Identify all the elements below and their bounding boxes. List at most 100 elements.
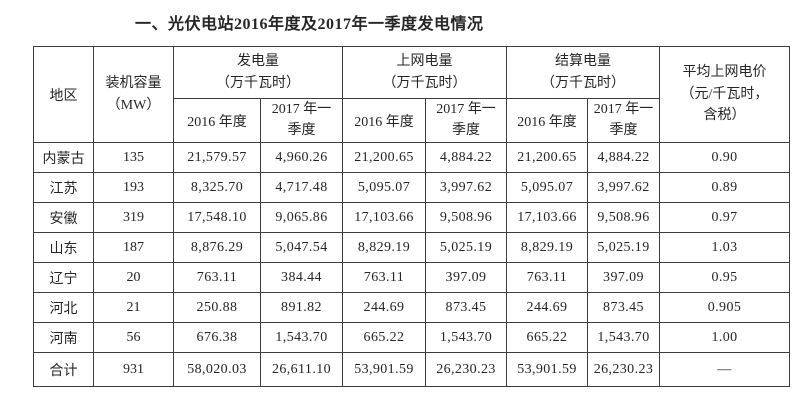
cell-price: 0.89 (659, 172, 790, 203)
settlement-unit: （万千瓦时） (541, 75, 625, 91)
cell-settle-2017: 873.45 (587, 292, 660, 323)
cell-gen-2017: 1,543.70 (260, 322, 343, 353)
cell-grid-2017: 3,997.62 (425, 172, 507, 203)
table-row: 内蒙古 135 21,579.57 4,960.26 21,200.65 4,8… (33, 142, 790, 173)
settlement-label: 结算电量 (555, 53, 611, 69)
cell-settle-2017: 4,884.22 (587, 142, 660, 173)
cell-price: 1.00 (659, 322, 790, 353)
cell-capacity: 193 (93, 172, 174, 203)
col-group-grid: 上网电量 （万千瓦时） (342, 46, 507, 99)
subcol-settlement-2017: 2017 年一季度 (587, 98, 660, 143)
cell-gen-2017: 384.44 (260, 262, 343, 293)
cell-price: 0.905 (659, 292, 790, 323)
cell-grid-2017: 4,884.22 (425, 142, 507, 173)
cell-grid-2017: 9,508.96 (425, 202, 507, 233)
cell-price: 0.90 (659, 142, 790, 173)
cell-price: 0.97 (659, 202, 790, 233)
cell-gen-2016: 17,548.10 (173, 202, 261, 233)
cell-price: 1.03 (659, 232, 790, 263)
subcol-grid-2016: 2016 年度 (342, 98, 426, 143)
cell-settle-2016: 5,095.07 (506, 172, 588, 203)
cell-grid-2016: 8,829.19 (342, 232, 426, 263)
table-row-total: 合计 931 58,020.03 26,611.10 53,901.59 26,… (33, 352, 790, 387)
grid-unit: （万千瓦时） (382, 75, 467, 91)
cell-grid-2017: 26,230.23 (425, 352, 507, 387)
cell-region: 山东 (33, 232, 94, 263)
col-header-capacity: 装机容量 （MW） (93, 46, 174, 143)
cell-gen-2017: 4,960.26 (260, 142, 343, 173)
cell-capacity: 135 (93, 142, 174, 173)
cell-grid-2016: 5,095.07 (342, 172, 426, 203)
cell-region: 安徽 (33, 202, 94, 233)
cell-settle-2017: 1,543.70 (587, 322, 660, 353)
cell-gen-2016: 21,579.57 (173, 142, 261, 173)
cell-gen-2016: 763.11 (173, 262, 261, 293)
cell-gen-2016: 8,325.70 (173, 172, 261, 203)
cell-capacity: 319 (93, 202, 174, 233)
cell-gen-2017: 9,065.86 (260, 202, 343, 233)
table-row: 江苏 193 8,325.70 4,717.48 5,095.07 3,997.… (33, 172, 790, 203)
cell-region: 内蒙古 (33, 142, 94, 173)
subcol-grid-2017: 2017 年一季度 (425, 98, 507, 143)
cell-settle-2017: 397.09 (587, 262, 660, 293)
table-row: 安徽 319 17,548.10 9,065.86 17,103.66 9,50… (33, 202, 790, 233)
col-header-region: 地区 (33, 46, 94, 143)
table-row: 山东 187 8,876.29 5,047.54 8,829.19 5,025.… (33, 232, 790, 263)
cell-grid-2017: 873.45 (425, 292, 507, 323)
price-unit-1: （元/千瓦时， (680, 86, 769, 102)
table-row: 河北 21 250.88 891.82 244.69 873.45 244.69… (33, 292, 790, 323)
cell-grid-2016: 244.69 (342, 292, 426, 323)
subcol-generation-2017: 2017 年一季度 (260, 98, 343, 143)
price-unit-2: 含税） (703, 108, 746, 124)
cell-capacity: 187 (93, 232, 174, 263)
cell-gen-2017: 5,047.54 (260, 232, 343, 263)
generation-unit: （万千瓦时） (216, 75, 300, 91)
cell-grid-2016: 17,103.66 (342, 202, 426, 233)
cell-settle-2016: 8,829.19 (506, 232, 588, 263)
cell-price: 0.95 (659, 262, 790, 293)
cell-settle-2016: 244.69 (506, 292, 588, 323)
cell-grid-2016: 763.11 (342, 262, 426, 293)
cell-settle-2017: 26,230.23 (587, 352, 660, 387)
cell-region: 江苏 (33, 172, 94, 203)
header-row-groups: 地区 装机容量 （MW） 发电量 （万千瓦时） 上网电量 （万千瓦时） 结算电量… (33, 46, 790, 143)
cell-settle-2017: 3,997.62 (587, 172, 660, 203)
cell-price: — (659, 352, 790, 387)
col-group-generation: 发电量 （万千瓦时） (173, 46, 343, 99)
header-row-periods: 2016 年度 2017 年一季度 2016 年度 2017 年一季度 2016… (34, 98, 790, 143)
cell-gen-2016: 676.38 (173, 322, 261, 353)
cell-grid-2017: 397.09 (425, 262, 507, 293)
cell-grid-2017: 5,025.19 (425, 232, 507, 263)
table-row: 辽宁 20 763.11 384.44 763.11 397.09 763.11… (33, 262, 790, 293)
capacity-label: 装机容量 (105, 75, 162, 91)
cell-settle-2016: 53,901.59 (506, 352, 588, 387)
cell-settle-2017: 9,508.96 (587, 202, 660, 233)
cell-gen-2016: 8,876.29 (173, 232, 261, 263)
cell-capacity: 56 (93, 322, 174, 353)
cell-gen-2017: 4,717.48 (260, 172, 343, 203)
cell-capacity: 931 (93, 352, 174, 387)
cell-capacity: 20 (93, 262, 174, 293)
col-group-settlement: 结算电量 （万千瓦时） (506, 46, 660, 99)
cell-region: 辽宁 (33, 262, 94, 293)
cell-settle-2016: 665.22 (506, 322, 588, 353)
cell-settle-2016: 763.11 (506, 262, 588, 293)
generation-label: 发电量 (237, 53, 279, 69)
cell-gen-2016: 58,020.03 (173, 352, 261, 387)
cell-gen-2016: 250.88 (173, 292, 261, 323)
price-label: 平均上网电价 (682, 64, 767, 80)
solar-generation-table: 地区 装机容量 （MW） 发电量 （万千瓦时） 上网电量 （万千瓦时） 结算电量… (33, 46, 790, 387)
cell-settle-2016: 17,103.66 (506, 202, 588, 233)
cell-grid-2017: 1,543.70 (425, 322, 507, 353)
subcol-generation-2016: 2016 年度 (173, 98, 261, 143)
col-header-price: 平均上网电价 （元/千瓦时， 含税） (659, 46, 790, 143)
capacity-unit: （MW） (106, 97, 161, 113)
cell-gen-2017: 891.82 (260, 292, 343, 323)
cell-capacity: 21 (93, 292, 174, 323)
grid-label: 上网电量 (396, 53, 453, 69)
cell-grid-2016: 53,901.59 (342, 352, 426, 387)
cell-grid-2016: 21,200.65 (342, 142, 426, 173)
cell-settle-2016: 21,200.65 (506, 142, 588, 173)
page-title: 一、光伏电站2016年度及2017年一季度发电情况 (135, 16, 484, 33)
